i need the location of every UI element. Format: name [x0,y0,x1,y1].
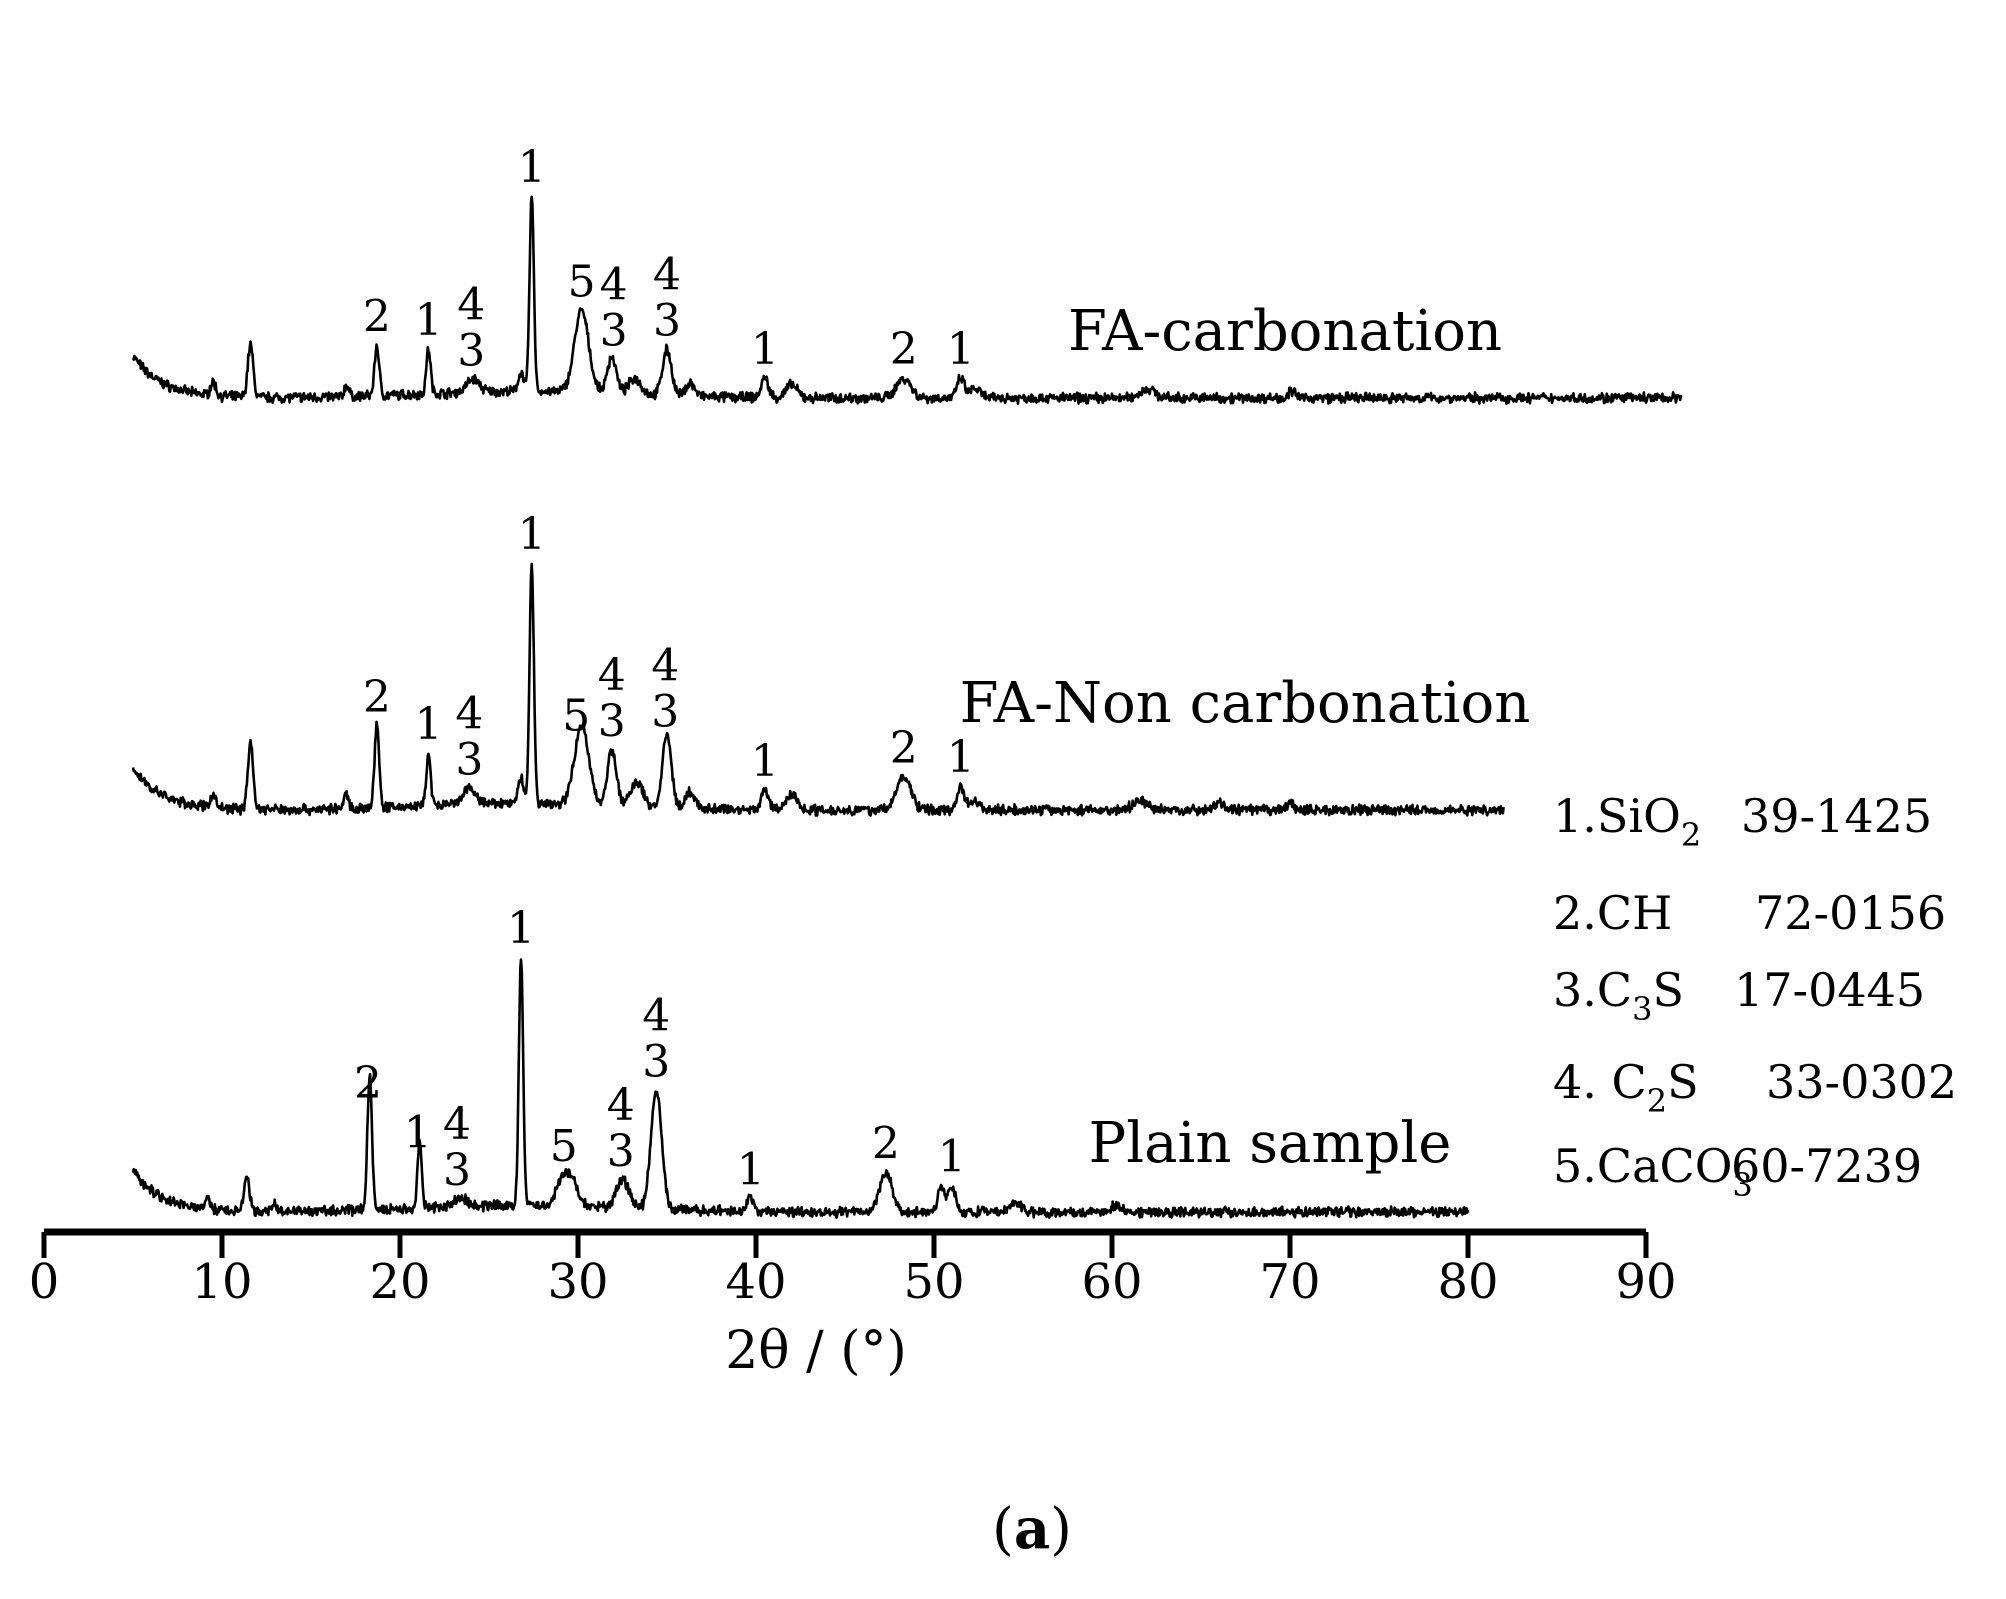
series-label-3: Plain sample [1089,1111,1452,1176]
peak-label: 2 [890,723,918,774]
series-line-3 [131,958,1470,1219]
peak-label: 2 [890,324,918,375]
peak-label: 1 [415,699,443,750]
peak-label: 1 [737,1144,765,1195]
x-tick-label: 50 [903,1254,964,1310]
x-tick-label: 30 [547,1254,608,1310]
peak-label: 1 [404,1108,432,1159]
peak-label: 3 [607,1126,635,1177]
peak-label: 4 [642,990,670,1041]
x-tick-label: 0 [29,1254,60,1310]
legend: 1.SiO2 39-1425 2.CH 72-0156 3.C3S 17-0445 4. C… [1553,789,1957,1204]
legend-code-1: 39-1425 [1741,789,1932,843]
peak-label: 3 [642,1036,670,1087]
legend-entry-3: 3.C3S [1553,963,1684,1028]
peak-label: 3 [443,1145,471,1196]
peak-label: 3 [600,305,628,356]
series-label-1: FA-carbonation [1068,299,1502,364]
legend-entry-5: 5.CaCO3 [1553,1139,1753,1204]
x-tick-label: 10 [191,1254,252,1310]
peak-label: 4 [457,280,485,331]
peak-label: 4 [651,641,679,692]
peak-label: 3 [653,295,681,346]
x-axis-label: 2θ / (°) [725,1321,907,1381]
legend-code-4: 33-0302 [1766,1055,1957,1109]
peak-label: 5 [568,257,596,308]
panel-label: (a) [992,1496,1072,1562]
peak-label: 2 [363,292,391,343]
x-tick-label: 40 [725,1254,786,1310]
peak-label: 3 [598,696,626,747]
peak-label: 1 [518,142,546,193]
peak-label: 5 [550,1121,578,1172]
legend-code-2: 72-0156 [1755,886,1946,940]
peak-label: 1 [751,324,779,375]
peak-label: 4 [600,259,628,310]
x-tick-label: 80 [1437,1254,1498,1310]
x-tick-label: 90 [1615,1254,1676,1310]
peak-label: 4 [455,689,483,740]
peak-label: 3 [651,687,679,738]
legend-code-5: 60-7239 [1731,1139,1922,1193]
peak-label: 2 [872,1118,900,1169]
peak-label: 1 [415,295,443,346]
x-tick-label: 70 [1259,1254,1320,1310]
peak-label: 1 [751,736,779,787]
series-line-2 [131,562,1505,817]
legend-code-3: 17-0445 [1734,963,1925,1017]
x-tick-label: 20 [369,1254,430,1310]
peak-label: 2 [354,1058,382,1109]
series-label-2: FA-Non carbonation [960,671,1531,736]
legend-entry-1: 1.SiO2 [1553,789,1701,854]
peak-label: 1 [507,903,535,954]
legend-entry-2: 2.CH [1553,886,1672,940]
peak-label: 1 [518,509,546,560]
peak-label: 2 [363,672,391,723]
peak-label: 3 [455,735,483,786]
peak-label: 1 [938,1131,966,1182]
peak-label: 3 [457,326,485,377]
peak-label: 4 [607,1080,635,1131]
peak-label: 4 [443,1099,471,1150]
traces-group [131,195,1683,1219]
peak-label: 4 [598,650,626,701]
peak-label: 4 [653,249,681,300]
series-line-1 [131,195,1683,406]
x-tick-labels: 0 10 20 30 40 50 60 70 80 90 [29,1254,1677,1310]
legend-entry-4: 4. C2S [1553,1055,1699,1120]
peak-label: 5 [562,690,590,741]
x-axis [41,1228,1649,1258]
x-tick-label: 60 [1081,1254,1142,1310]
panel-label-letter: a [1014,1496,1050,1562]
peak-label: 1 [947,324,975,375]
series-labels-group: FA-carbonation FA-Non carbonation Plain sa… [960,299,1531,1176]
peak-label: 1 [947,732,975,783]
